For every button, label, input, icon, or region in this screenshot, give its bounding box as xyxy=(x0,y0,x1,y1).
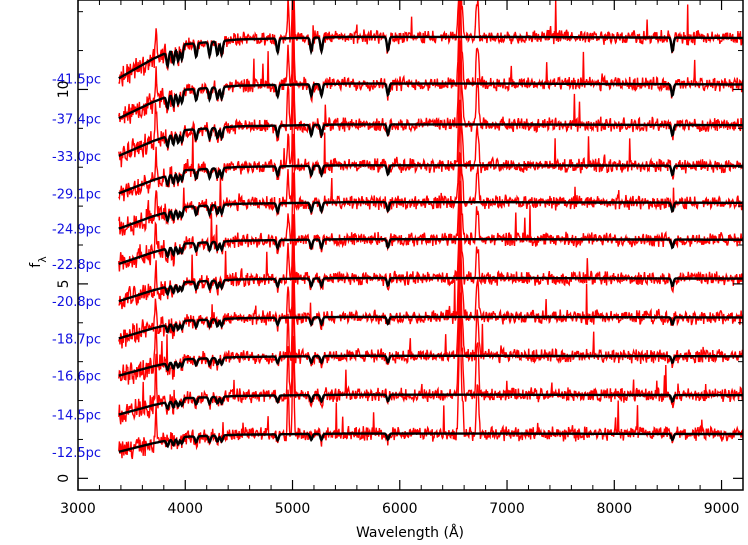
offset-label-6: -22.8pc xyxy=(52,258,101,273)
model-spectrum-9 xyxy=(118,123,743,157)
y-axis-title: fλ xyxy=(28,256,49,268)
model-spectrum-5 xyxy=(118,276,743,303)
y-tick-label: 5 xyxy=(56,279,72,288)
model-spectrum-8 xyxy=(118,164,743,195)
x-tick-label: 8000 xyxy=(596,501,632,517)
offset-label-3: -16.6pc xyxy=(52,370,101,385)
offset-label-7: -24.9pc xyxy=(52,223,101,238)
y-tick-label: 0 xyxy=(56,474,72,483)
x-tick-label: 3000 xyxy=(60,501,96,517)
x-tick-label: 7000 xyxy=(489,501,525,517)
model-spectrum-7 xyxy=(118,201,743,230)
model-spectrum-10 xyxy=(118,82,743,120)
x-tick-label: 4000 xyxy=(167,501,203,517)
series-layer xyxy=(118,0,743,460)
offset-label-11: -41.5pc xyxy=(52,72,101,87)
model-spectrum-3 xyxy=(118,354,743,377)
y-tick-label: 10 xyxy=(56,80,72,98)
offset-label-9: -33.0pc xyxy=(52,150,101,165)
offset-label-10: -37.4pc xyxy=(52,112,101,127)
offset-labels: -12.5pc -14.5pc -16.6pc -18.7pc -20.8pc -22.8… xyxy=(52,72,101,461)
x-axis-title: Wavelength (Å) xyxy=(356,524,464,541)
model-spectrum-2 xyxy=(118,393,743,416)
offset-label-2: -14.5pc xyxy=(52,409,101,424)
x-tick-label: 5000 xyxy=(275,501,311,517)
axis-ticks: 3000 4000 5000 6000 7000 8000 9000 0 5 10 xyxy=(56,0,744,517)
model-spectrum-1 xyxy=(118,432,743,453)
model-spectrum-11 xyxy=(118,35,743,80)
model-spectrum-6 xyxy=(118,238,743,266)
y-axis-title-main: f xyxy=(28,262,44,268)
x-tick-label: 6000 xyxy=(382,501,418,517)
model-spectrum-4 xyxy=(118,315,743,340)
offset-label-4: -18.7pc xyxy=(52,332,101,347)
offset-label-5: -20.8pc xyxy=(52,295,101,310)
offset-label-1: -12.5pc xyxy=(52,446,101,461)
y-axis-title-subscript: λ xyxy=(36,256,49,263)
x-tick-label: 9000 xyxy=(704,501,740,517)
offset-label-8: -29.1pc xyxy=(52,187,101,202)
